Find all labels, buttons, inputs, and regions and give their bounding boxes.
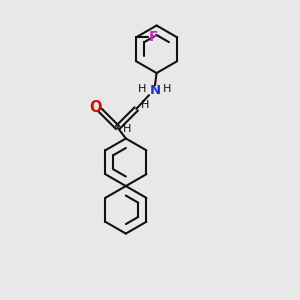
Text: H: H [138,84,147,94]
Text: H: H [123,124,132,134]
Text: F: F [148,30,158,44]
Text: H: H [141,100,150,110]
Text: N: N [149,84,161,97]
Text: O: O [89,100,102,115]
Text: H: H [163,84,172,94]
